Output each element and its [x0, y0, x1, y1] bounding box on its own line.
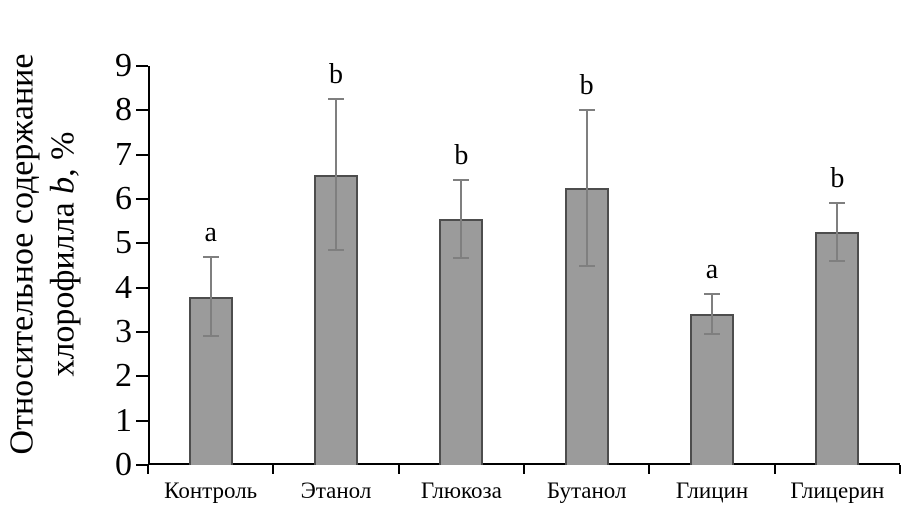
y-tick-label: 1	[115, 401, 132, 439]
y-tick-label: 3	[115, 313, 132, 350]
y-axis-tick	[136, 242, 148, 245]
y-axis-tick	[136, 286, 148, 289]
error-bar-line	[836, 203, 839, 262]
y-tick-label: 5	[115, 224, 132, 262]
y-axis-label-line2-italic-b: b	[45, 176, 82, 194]
category-label: Контроль	[164, 478, 258, 503]
y-axis-label-line2-prefix: хлорофилла	[45, 193, 82, 377]
error-bar-line	[335, 99, 337, 250]
y-axis-line	[148, 66, 150, 465]
x-axis-tick	[523, 465, 525, 474]
y-tick-label: 8	[115, 91, 132, 129]
significance-letter: b	[830, 163, 845, 195]
y-tick-label: 2	[115, 357, 132, 395]
bar	[690, 314, 734, 465]
y-axis-tick	[136, 153, 148, 156]
error-bar-cap-bottom	[829, 260, 846, 263]
y-tick-label: 0	[115, 446, 132, 483]
error-bar-line	[585, 110, 588, 266]
category-label: Этанол	[300, 478, 372, 503]
x-axis-tick	[272, 465, 275, 474]
x-axis-tick	[773, 465, 776, 474]
error-bar-line	[711, 294, 713, 335]
x-axis-tick	[397, 465, 400, 474]
x-axis-tick	[899, 465, 901, 474]
bar	[815, 232, 860, 465]
error-bar-cap-top	[704, 293, 720, 296]
significance-letter: b	[329, 59, 343, 91]
bar	[439, 218, 484, 465]
category-label: Глюкоза	[420, 478, 502, 503]
y-tick-label: 7	[115, 135, 132, 173]
category-label: Глицерин	[790, 478, 885, 503]
x-axis-tick	[147, 465, 149, 474]
y-tick-label: 6	[115, 180, 132, 217]
x-axis-tick	[648, 465, 651, 474]
category-label: Глицин	[675, 478, 749, 503]
category-label: Бутанол	[546, 478, 627, 503]
x-axis-line	[148, 463, 900, 465]
error-bar-line	[460, 180, 463, 258]
y-axis-tick	[136, 331, 148, 333]
error-bar-cap-bottom	[453, 256, 470, 259]
significance-letter: a	[204, 216, 217, 248]
error-bar-cap-top	[202, 255, 219, 258]
error-bar-cap-bottom	[578, 264, 595, 267]
y-axis-label: Относительное содержание хлорофилла b, %	[2, 54, 85, 455]
error-bar-cap-top	[328, 98, 344, 101]
y-axis-label-line2-suffix: , %	[45, 131, 82, 177]
error-bar-cap-top	[578, 109, 595, 112]
error-bar-cap-bottom	[202, 335, 219, 338]
y-tick-label: 4	[115, 268, 132, 306]
significance-letter: b	[579, 70, 594, 102]
plot-area: 0 1 2 3 4 5 6 7 8 9 a Контроль b Этанол b Глюкоза b Бутан…	[115, 49, 901, 502]
error-bar-cap-top	[829, 202, 846, 205]
error-bar-line	[209, 256, 212, 337]
significance-letter: b	[454, 140, 469, 172]
y-axis-label-line1: Относительное содержание	[3, 53, 41, 455]
y-axis-tick	[136, 419, 148, 422]
y-axis-tick	[136, 375, 148, 378]
y-axis-tick	[136, 109, 148, 112]
error-bar-cap-bottom	[704, 333, 720, 336]
y-axis-label-line2: хлорофилла b, %	[43, 54, 84, 455]
significance-letter: a	[705, 254, 719, 286]
y-axis-tick	[136, 464, 148, 466]
y-axis-tick	[136, 65, 148, 67]
y-axis-tick	[136, 198, 148, 200]
error-bar-cap-top	[453, 179, 470, 182]
y-tick-label: 9	[115, 47, 132, 84]
error-bar-cap-bottom	[328, 248, 344, 251]
